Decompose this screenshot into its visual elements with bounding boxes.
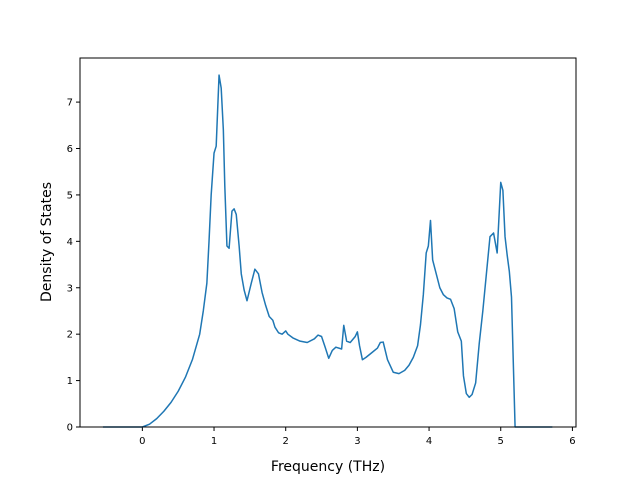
y-tick-label: 1 bbox=[67, 376, 73, 387]
y-tick-label: 0 bbox=[67, 423, 73, 434]
x-tick-label: 4 bbox=[426, 436, 432, 447]
x-tick-label: 0 bbox=[139, 436, 145, 447]
line-layer bbox=[102, 74, 553, 428]
y-tick-label: 4 bbox=[67, 237, 73, 248]
y-tick-label: 2 bbox=[67, 330, 73, 341]
x-tick-label: 3 bbox=[354, 436, 360, 447]
y-tick-label: 3 bbox=[67, 283, 73, 294]
y-tick-label: 5 bbox=[67, 190, 73, 201]
y-axis-label: Density of States bbox=[39, 182, 55, 302]
plot-area-frame bbox=[79, 57, 577, 428]
y-tick-label: 6 bbox=[67, 144, 73, 155]
y-tick-label: 7 bbox=[67, 98, 73, 109]
dos-series-line bbox=[102, 74, 553, 428]
ticks-layer: 0 1 2 3 4 5 6 0 1 2 3 4 5 6 7 bbox=[67, 98, 576, 447]
x-tick-label: 1 bbox=[211, 436, 217, 447]
x-tick-label: 6 bbox=[569, 436, 575, 447]
x-tick-label: 5 bbox=[498, 436, 504, 447]
x-axis-label: Frequency (THz) bbox=[271, 459, 385, 475]
x-tick-label: 2 bbox=[283, 436, 289, 447]
